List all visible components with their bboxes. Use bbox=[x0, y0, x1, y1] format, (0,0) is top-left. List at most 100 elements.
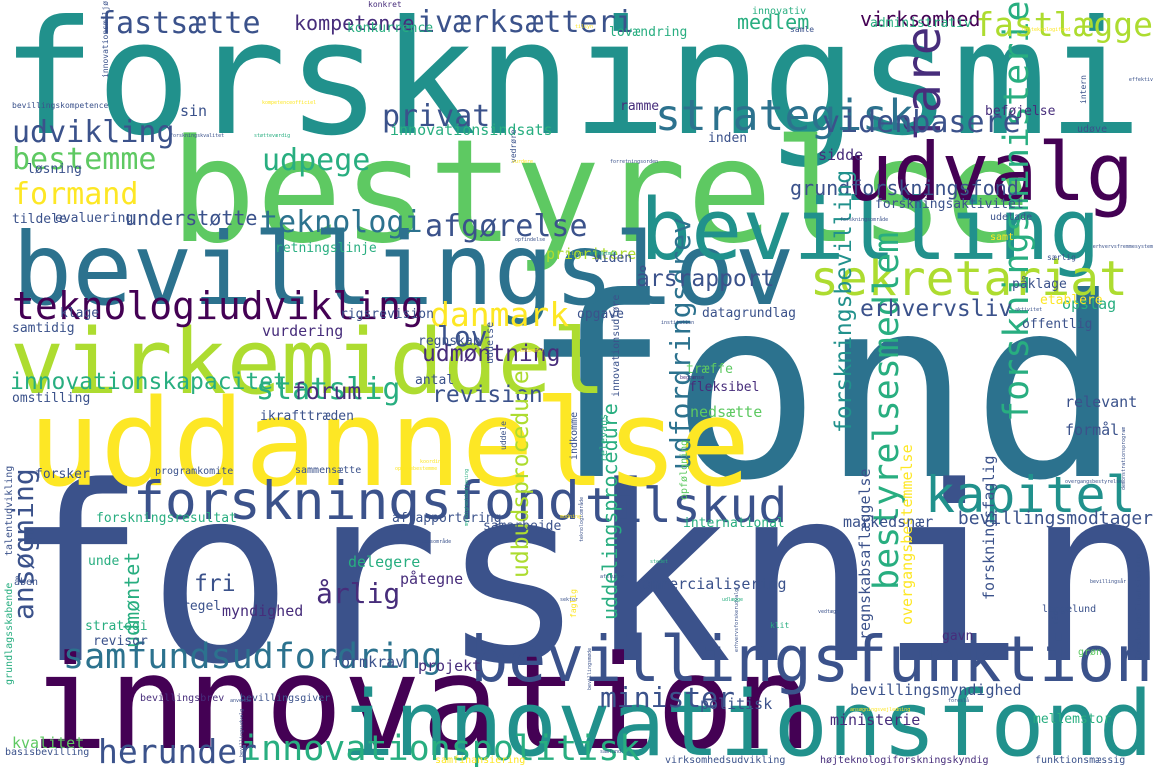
word-fri: fri bbox=[194, 571, 236, 597]
word-innovationspolitisk: innovationspolitisk bbox=[240, 729, 641, 769]
word-innovationsmiljoe: innovationsmiljø bbox=[101, 1, 110, 79]
word-opgave: opgave bbox=[577, 307, 624, 322]
word-intern: intern bbox=[1079, 75, 1088, 104]
word-konkret: konkret bbox=[368, 0, 402, 9]
word-befoejelse: beføjelse bbox=[985, 104, 1056, 119]
word-retningslinje: retningslinje bbox=[275, 241, 377, 256]
word-understoette: understøtte bbox=[125, 206, 258, 230]
word-inden: inden bbox=[708, 131, 748, 146]
word-bestyrelse: bestyrelse bbox=[170, 108, 1031, 275]
word-tildele: tildele bbox=[12, 212, 67, 227]
word-administrativ: administrativ bbox=[870, 16, 972, 31]
word-international: international bbox=[683, 516, 785, 531]
word-klage: klage bbox=[60, 306, 100, 321]
word-innovativ: innovativ bbox=[752, 6, 807, 17]
word-omstilling: omstilling bbox=[12, 391, 91, 406]
word-ministerie: ministerie bbox=[830, 711, 921, 729]
word-hoejteknologifond: højteknologifond bbox=[1022, 27, 1071, 33]
word-aktivitet: aktivitet bbox=[1015, 307, 1043, 313]
word-privat: privat bbox=[382, 99, 491, 134]
word-regel: regel bbox=[182, 599, 222, 614]
word-forskningsomraade: forskningsområde bbox=[840, 217, 889, 223]
word-talentudvikling: talentudvikling bbox=[4, 465, 15, 556]
word-bevillingsmyndighed: bevillingsmyndighed bbox=[850, 681, 1022, 699]
word-formaal: formål bbox=[1065, 421, 1120, 439]
word-sammensaette: sammensætte bbox=[295, 465, 362, 476]
word-bevillingsmodtager: bevillingsmodtager bbox=[957, 508, 1153, 529]
word-aarsrapport: årsrapport bbox=[636, 266, 775, 292]
word-uddele: uddele bbox=[499, 421, 508, 450]
word-grundlagsskabende: grundlagsskabende bbox=[4, 582, 15, 685]
word-politisk: politisk bbox=[700, 695, 773, 713]
word-bevilling: bevilling bbox=[640, 181, 1101, 280]
word-kommercialisering: kommercialisering bbox=[633, 575, 787, 593]
word-medlem: medlem bbox=[737, 10, 810, 34]
word-nedsaette: nedsætte bbox=[690, 403, 763, 421]
word-stedet: stedet bbox=[650, 559, 669, 565]
word-samarbejde: samarbejde bbox=[483, 519, 562, 534]
word-virksomhed: virksomhed bbox=[860, 7, 981, 31]
word-loesning: løsning bbox=[27, 162, 82, 177]
word-innovation: innovation bbox=[30, 627, 813, 770]
word-innovationsindsats: innovationsindsats bbox=[390, 121, 553, 139]
word-koordinere: koordinere bbox=[420, 459, 451, 465]
word-ansoegningsvejledning: ansøgningsvejledning bbox=[850, 707, 911, 713]
word-bestemme: bestemme bbox=[12, 142, 157, 177]
word-udmoentning: udmøntning bbox=[422, 341, 561, 367]
word-formand: formand bbox=[12, 177, 139, 212]
word-teknologiomraade: teknologiområde bbox=[579, 496, 585, 542]
word-bevillingsaar: bevillingsår bbox=[1090, 579, 1127, 585]
word-programkomite: programkomite bbox=[155, 466, 234, 477]
word-aaben: åben bbox=[14, 577, 39, 588]
word-afgoerelse: afgørelse bbox=[425, 209, 588, 244]
word-demonstrationsprogram: demonstrationsprogram bbox=[1121, 426, 1127, 490]
word-kompetence: kompetence bbox=[294, 11, 415, 35]
word-kvalitet: kvalitet bbox=[12, 734, 85, 752]
word-forskningsresultat: forskningsresultat bbox=[96, 511, 237, 526]
word-paategne: påtegne bbox=[400, 570, 464, 588]
word-groen: grøn bbox=[1078, 647, 1103, 658]
word-formkrav: formkrav bbox=[332, 653, 405, 671]
word-teknologiudvikling: teknologiudvikling bbox=[12, 284, 424, 328]
word-forretningsorden: forretningsorden bbox=[610, 159, 659, 165]
word-vurdering: vurdering bbox=[262, 322, 344, 340]
word-udfordringsdrev: udfordringsdrev bbox=[664, 217, 697, 470]
word-basisbevilling: basisbevilling bbox=[5, 747, 90, 758]
word-tilsyn: tilsyn bbox=[565, 251, 584, 257]
word-unde: unde bbox=[88, 554, 120, 569]
word-antal: antal bbox=[415, 373, 455, 388]
word-teknologi: teknologi bbox=[260, 205, 423, 240]
word-forsker: forsker bbox=[35, 467, 90, 482]
word-lovaendring: lovændring bbox=[609, 25, 688, 40]
word-videnbasere: videnbasere bbox=[822, 105, 1021, 140]
word-udlaegge: udlægge bbox=[722, 597, 744, 603]
word-begraense: begrænse bbox=[680, 375, 705, 381]
word-konkurrence: konkurrence bbox=[347, 21, 434, 36]
word-fastsaette: fastsætte bbox=[98, 6, 261, 41]
word-minister: minister bbox=[600, 681, 735, 714]
word-saerlig: særlig bbox=[1047, 253, 1076, 262]
word-regnskabsaflaeggelse: regnskabsaflæggelse bbox=[856, 468, 874, 640]
word-traeffe: træffe bbox=[686, 362, 733, 377]
word-ikrafttraeden: ikrafttræden bbox=[260, 409, 354, 424]
word-prioritere: prioritere bbox=[546, 245, 637, 263]
word-forskning: forskning bbox=[1, 435, 1155, 718]
word-kapitel: kapitel bbox=[925, 466, 1136, 524]
word-offentlig: offentlig bbox=[1022, 317, 1093, 332]
word-evaluering: evaluering bbox=[55, 211, 134, 226]
word-virkemiddel: virkemiddel bbox=[10, 310, 607, 415]
word-virksomhedsudvikling: virksomhedsudvikling bbox=[665, 755, 786, 766]
word-foreslaa: foreslå bbox=[948, 698, 970, 704]
word-forskningsfinansiering: forskningsfinansiering bbox=[1134, 554, 1143, 660]
word-samle: samle bbox=[790, 25, 815, 34]
word-opfindelse: opfindelse bbox=[515, 237, 546, 243]
word-innovationskapacitet: innovationskapacitet bbox=[10, 369, 287, 395]
word-udelade: udelade bbox=[990, 212, 1033, 223]
word-klit: klit bbox=[770, 621, 790, 630]
word-fleksibel: fleksibel bbox=[689, 380, 760, 395]
word-anvende: anvende bbox=[230, 698, 252, 704]
word-rigsrevision: rigsrevision bbox=[340, 307, 434, 322]
word-bevillingslov: bevillingslov bbox=[12, 211, 795, 328]
word-sidde: sidde bbox=[818, 146, 864, 164]
word-lov: lov bbox=[437, 320, 488, 353]
